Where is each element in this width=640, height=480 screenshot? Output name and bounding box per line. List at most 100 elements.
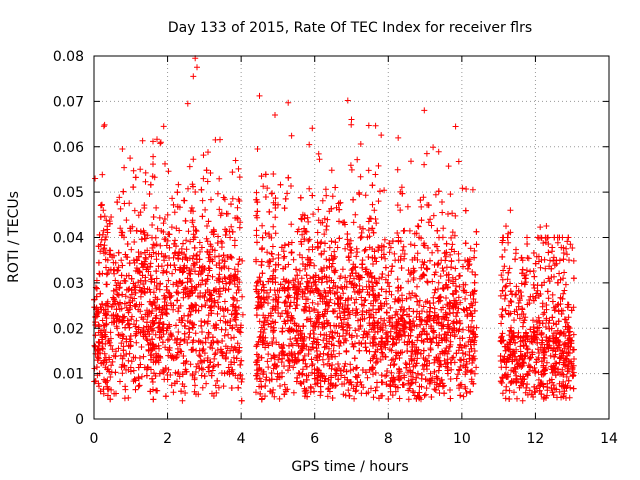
data-point	[540, 240, 547, 246]
data-point	[521, 333, 527, 340]
data-point	[344, 321, 351, 328]
data-point	[371, 207, 378, 214]
data-point	[454, 371, 461, 378]
data-point	[507, 351, 514, 358]
data-point	[214, 347, 221, 353]
data-point	[290, 256, 297, 263]
data-point	[351, 355, 358, 362]
data-point	[442, 331, 449, 338]
data-point	[315, 274, 322, 281]
data-point	[381, 236, 388, 243]
data-point	[321, 310, 328, 317]
data-point	[418, 337, 425, 344]
data-point	[319, 197, 326, 204]
data-point	[287, 336, 294, 343]
data-point	[417, 321, 424, 328]
data-point	[408, 373, 415, 380]
data-point	[404, 348, 411, 354]
data-point	[540, 371, 547, 377]
data-point	[328, 238, 335, 245]
data-point	[499, 330, 506, 337]
data-point	[360, 334, 366, 341]
data-point	[260, 281, 267, 288]
data-point	[340, 332, 346, 339]
data-point	[435, 313, 442, 320]
data-point	[153, 305, 160, 312]
data-point	[553, 334, 560, 341]
data-point	[191, 262, 198, 268]
data-point	[142, 178, 149, 185]
data-point	[519, 266, 526, 273]
data-point	[461, 307, 468, 314]
data-point	[365, 227, 372, 234]
data-point	[190, 208, 197, 215]
data-point	[443, 295, 449, 301]
data-point	[234, 204, 241, 211]
data-point	[401, 251, 408, 257]
data-point	[255, 338, 262, 345]
data-point	[557, 276, 564, 283]
data-point	[255, 304, 262, 311]
data-point	[130, 367, 137, 374]
data-point	[435, 188, 442, 195]
data-point	[235, 287, 242, 294]
data-point	[160, 269, 166, 276]
data-point	[220, 383, 227, 390]
data-point	[197, 353, 204, 360]
data-point	[94, 346, 101, 352]
data-point	[399, 190, 406, 197]
data-point	[103, 320, 110, 327]
data-point	[179, 397, 186, 404]
data-point	[457, 363, 464, 370]
data-point	[537, 381, 544, 388]
data-point	[372, 369, 379, 376]
data-point	[528, 338, 535, 345]
data-point	[328, 374, 335, 381]
data-point	[511, 364, 518, 371]
data-point	[261, 326, 268, 333]
data-point	[519, 397, 526, 404]
data-point	[565, 358, 572, 365]
data-point	[383, 335, 390, 341]
data-point	[568, 307, 575, 314]
data-point	[280, 255, 287, 261]
data-point	[268, 355, 275, 362]
data-point	[318, 279, 325, 286]
data-point	[265, 259, 271, 266]
data-point	[181, 336, 188, 343]
data-point	[531, 285, 538, 291]
data-point	[505, 269, 512, 276]
data-point	[440, 268, 447, 274]
data-point	[147, 340, 154, 347]
data-point	[309, 299, 316, 306]
data-point	[389, 263, 396, 270]
data-point	[321, 215, 328, 222]
data-point	[457, 320, 464, 327]
data-point	[136, 268, 142, 275]
data-point	[565, 349, 572, 356]
data-point	[508, 378, 515, 385]
data-point	[212, 382, 219, 389]
data-point	[528, 391, 535, 398]
data-point	[253, 189, 260, 196]
data-point	[324, 278, 331, 285]
data-point	[201, 265, 208, 272]
data-point	[231, 237, 238, 244]
data-point	[302, 266, 309, 272]
data-point	[550, 258, 557, 264]
data-point	[234, 268, 241, 275]
data-point	[375, 198, 382, 205]
data-point	[341, 312, 348, 319]
data-point	[262, 393, 268, 400]
data-point	[446, 343, 453, 350]
data-point	[471, 254, 478, 261]
data-point	[331, 267, 338, 274]
data-point	[424, 279, 431, 286]
data-point	[506, 302, 512, 309]
data-point	[560, 371, 567, 378]
data-point	[455, 328, 462, 335]
data-point	[506, 265, 513, 272]
data-point	[131, 207, 138, 214]
data-point	[327, 296, 334, 303]
data-point	[392, 326, 398, 333]
